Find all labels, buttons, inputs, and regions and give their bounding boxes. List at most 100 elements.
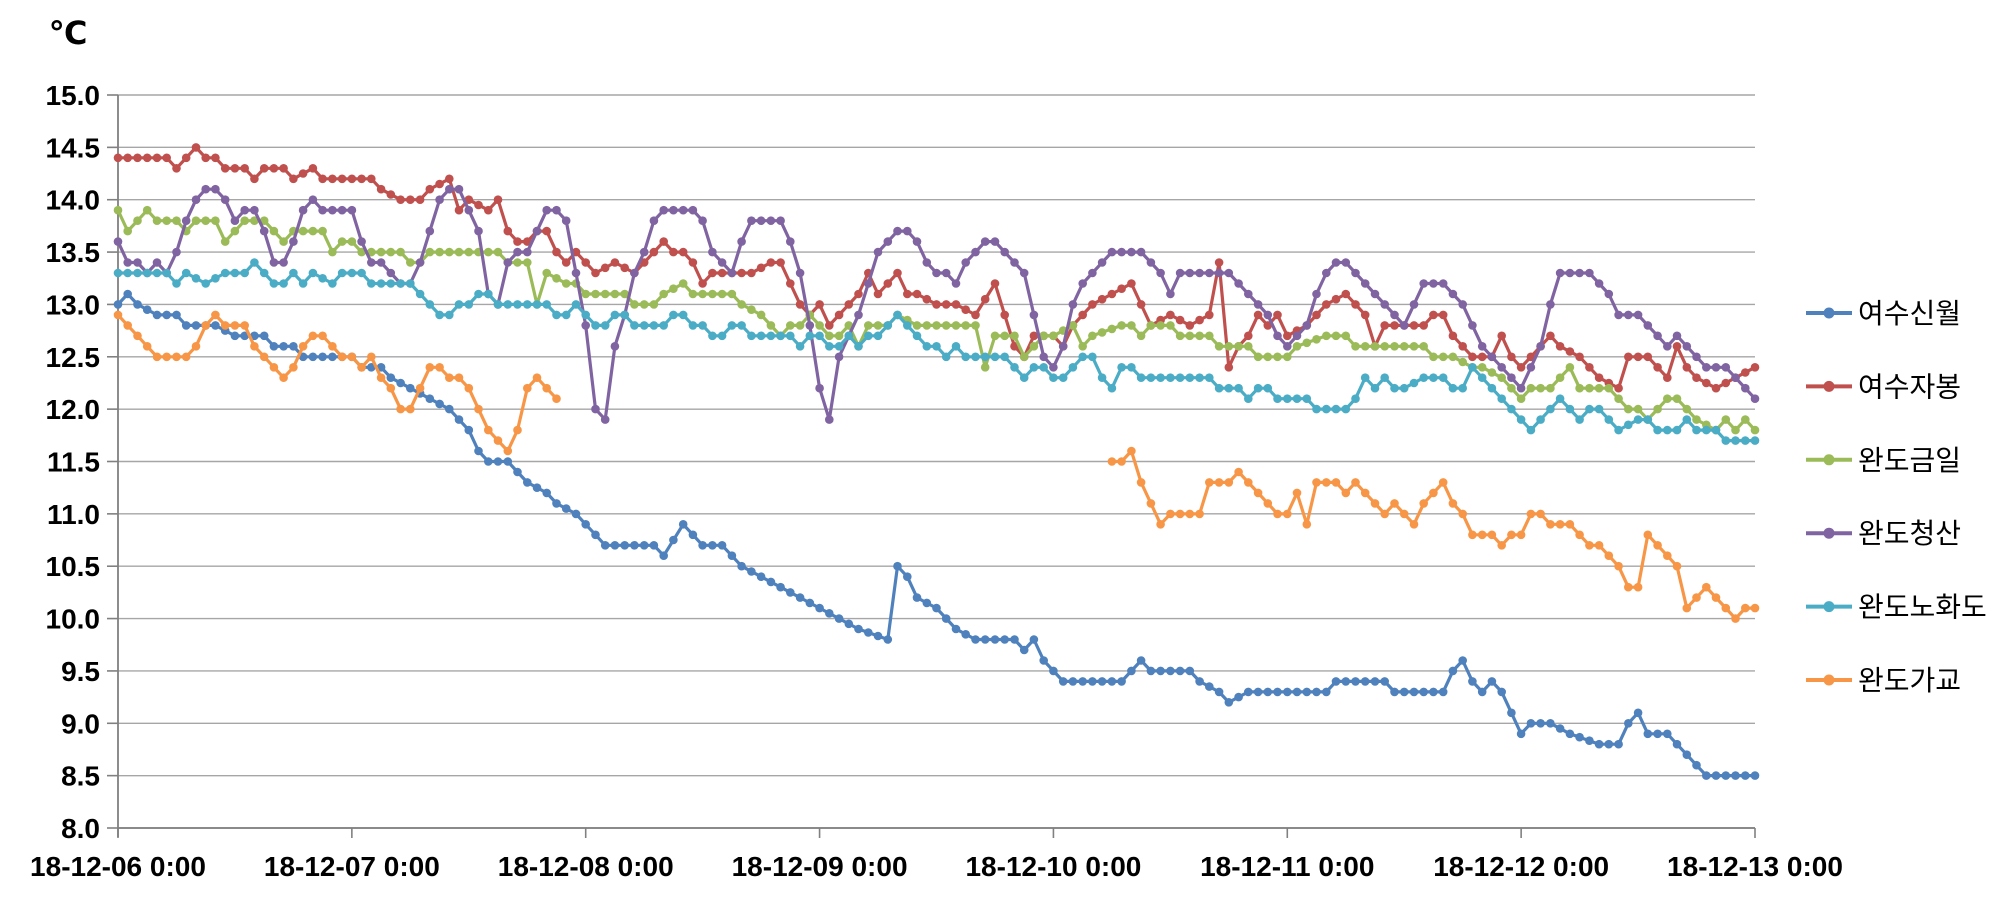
series-marker-yeosu-sinwol	[805, 598, 815, 608]
series-marker-wando-cheongsan	[328, 205, 337, 215]
series-marker-yeosu-sinwol	[1058, 677, 1068, 686]
series-marker-wando-cheongsan	[1205, 268, 1214, 278]
series-marker-wando-geumil	[1477, 363, 1487, 372]
series-marker-wando-gagyo	[201, 321, 210, 330]
series-marker-wando-cheongsan	[1049, 363, 1058, 372]
series-marker-yeosu-jabong	[172, 164, 181, 173]
series-marker-wando-gagyo	[172, 352, 181, 362]
series-marker-yeosu-jabong	[1097, 294, 1107, 304]
y-axis-tick-label: 8.5	[61, 761, 100, 792]
series-marker-yeosu-sinwol	[1380, 677, 1389, 686]
series-marker-wando-nohwado	[893, 310, 902, 320]
series-marker-yeosu-sinwol	[795, 593, 805, 602]
series-marker-wando-gagyo	[406, 404, 415, 414]
legend-label: 완도청산	[1858, 518, 1961, 549]
series-marker-wando-gagyo	[1711, 593, 1721, 602]
series-marker-wando-geumil	[1682, 404, 1692, 414]
series-marker-yeosu-sinwol	[1049, 666, 1058, 676]
series-marker-yeosu-sinwol	[269, 342, 279, 351]
series-marker-yeosu-sinwol	[1741, 771, 1750, 780]
x-axis-tick-label: 18-12-09 0:00	[732, 851, 908, 882]
series-marker-wando-nohwado	[1136, 373, 1146, 383]
series-marker-yeosu-sinwol	[766, 577, 776, 587]
series-marker-yeosu-sinwol	[1624, 719, 1633, 728]
series-marker-wando-geumil	[912, 321, 922, 330]
series-marker-wando-gagyo	[240, 321, 249, 330]
series-marker-yeosu-jabong	[1331, 294, 1341, 304]
series-marker-yeosu-jabong	[454, 205, 464, 215]
series-marker-yeosu-jabong	[1312, 310, 1321, 320]
series-marker-wando-gagyo	[1604, 551, 1614, 560]
series-marker-yeosu-sinwol	[873, 631, 883, 641]
y-axis-tick-label: 12.5	[46, 342, 101, 373]
series-marker-wando-nohwado	[162, 268, 171, 278]
series-marker-yeosu-sinwol	[912, 593, 922, 602]
series-marker-yeosu-jabong	[1429, 310, 1438, 320]
series-marker-wando-gagyo	[474, 404, 483, 414]
series-marker-wando-cheongsan	[298, 205, 308, 215]
series-marker-yeosu-jabong	[337, 174, 347, 184]
series-marker-wando-nohwado	[581, 310, 590, 320]
series-marker-yeosu-jabong	[211, 153, 220, 163]
series-marker-wando-gagyo	[1448, 499, 1458, 508]
series-marker-wando-geumil	[941, 321, 951, 330]
series-marker-yeosu-sinwol	[513, 467, 522, 477]
series-marker-wando-nohwado	[1117, 363, 1126, 372]
series-marker-yeosu-sinwol	[1487, 677, 1497, 686]
series-marker-yeosu-sinwol	[883, 635, 893, 644]
series-marker-yeosu-jabong	[786, 279, 795, 288]
series-marker-yeosu-sinwol	[1078, 677, 1087, 686]
series-marker-yeosu-jabong	[269, 164, 279, 173]
series-marker-wando-geumil	[834, 331, 844, 341]
y-axis-tick-label: 14.5	[46, 132, 101, 163]
series-marker-wando-geumil	[1292, 342, 1302, 351]
series-marker-wando-nohwado	[932, 342, 941, 351]
y-axis-tick-label: 11.0	[47, 499, 100, 530]
series-marker-yeosu-sinwol	[825, 609, 834, 618]
series-marker-yeosu-jabong	[1166, 310, 1175, 320]
series-marker-wando-cheongsan	[980, 237, 990, 246]
series-marker-wando-cheongsan	[1692, 352, 1701, 362]
series-marker-yeosu-jabong	[552, 247, 561, 257]
y-axis-tick-label: 15.0	[46, 80, 101, 111]
series-marker-yeosu-sinwol	[669, 535, 678, 545]
series-marker-yeosu-sinwol	[1292, 687, 1302, 697]
series-marker-wando-cheongsan	[1273, 331, 1282, 341]
series-marker-wando-cheongsan	[1010, 258, 1019, 267]
series-marker-yeosu-jabong	[756, 263, 766, 273]
series-marker-wando-nohwado	[600, 321, 610, 330]
series-marker-wando-nohwado	[328, 279, 337, 288]
series-marker-yeosu-jabong	[1546, 331, 1555, 341]
series-marker-yeosu-jabong	[1633, 352, 1643, 362]
series-marker-wando-cheongsan	[893, 226, 902, 236]
series-marker-yeosu-jabong	[620, 263, 629, 273]
series-marker-wando-nohwado	[561, 310, 571, 320]
series-marker-yeosu-sinwol	[328, 352, 337, 362]
series-marker-wando-cheongsan	[708, 247, 717, 257]
series-marker-wando-nohwado	[357, 268, 366, 278]
series-marker-wando-nohwado	[454, 300, 464, 309]
series-marker-yeosu-jabong	[912, 289, 922, 299]
series-marker-wando-cheongsan	[152, 258, 162, 267]
series-marker-wando-nohwado	[1516, 415, 1526, 424]
series-marker-wando-nohwado	[1166, 373, 1175, 383]
series-marker-yeosu-sinwol	[1594, 739, 1604, 749]
x-axis-tick-label: 18-12-10 0:00	[965, 851, 1141, 882]
series-marker-yeosu-jabong	[903, 289, 912, 299]
series-marker-wando-nohwado	[708, 331, 717, 341]
series-marker-yeosu-jabong	[1653, 363, 1662, 372]
series-marker-yeosu-jabong	[445, 174, 454, 184]
series-marker-yeosu-jabong	[1497, 331, 1506, 341]
series-marker-wando-nohwado	[1185, 373, 1195, 383]
series-marker-wando-cheongsan	[795, 268, 805, 278]
series-marker-yeosu-jabong	[971, 310, 980, 320]
series-marker-wando-nohwado	[1341, 404, 1351, 414]
series-marker-yeosu-jabong	[1322, 300, 1331, 309]
series-marker-wando-geumil	[980, 363, 990, 372]
series-marker-yeosu-sinwol	[474, 446, 483, 456]
series-marker-wando-nohwado	[347, 268, 357, 278]
series-marker-yeosu-jabong	[1663, 373, 1672, 383]
series-marker-yeosu-sinwol	[1117, 677, 1126, 686]
series-marker-wando-gagyo	[1341, 488, 1351, 498]
series-marker-wando-geumil	[1653, 404, 1662, 414]
